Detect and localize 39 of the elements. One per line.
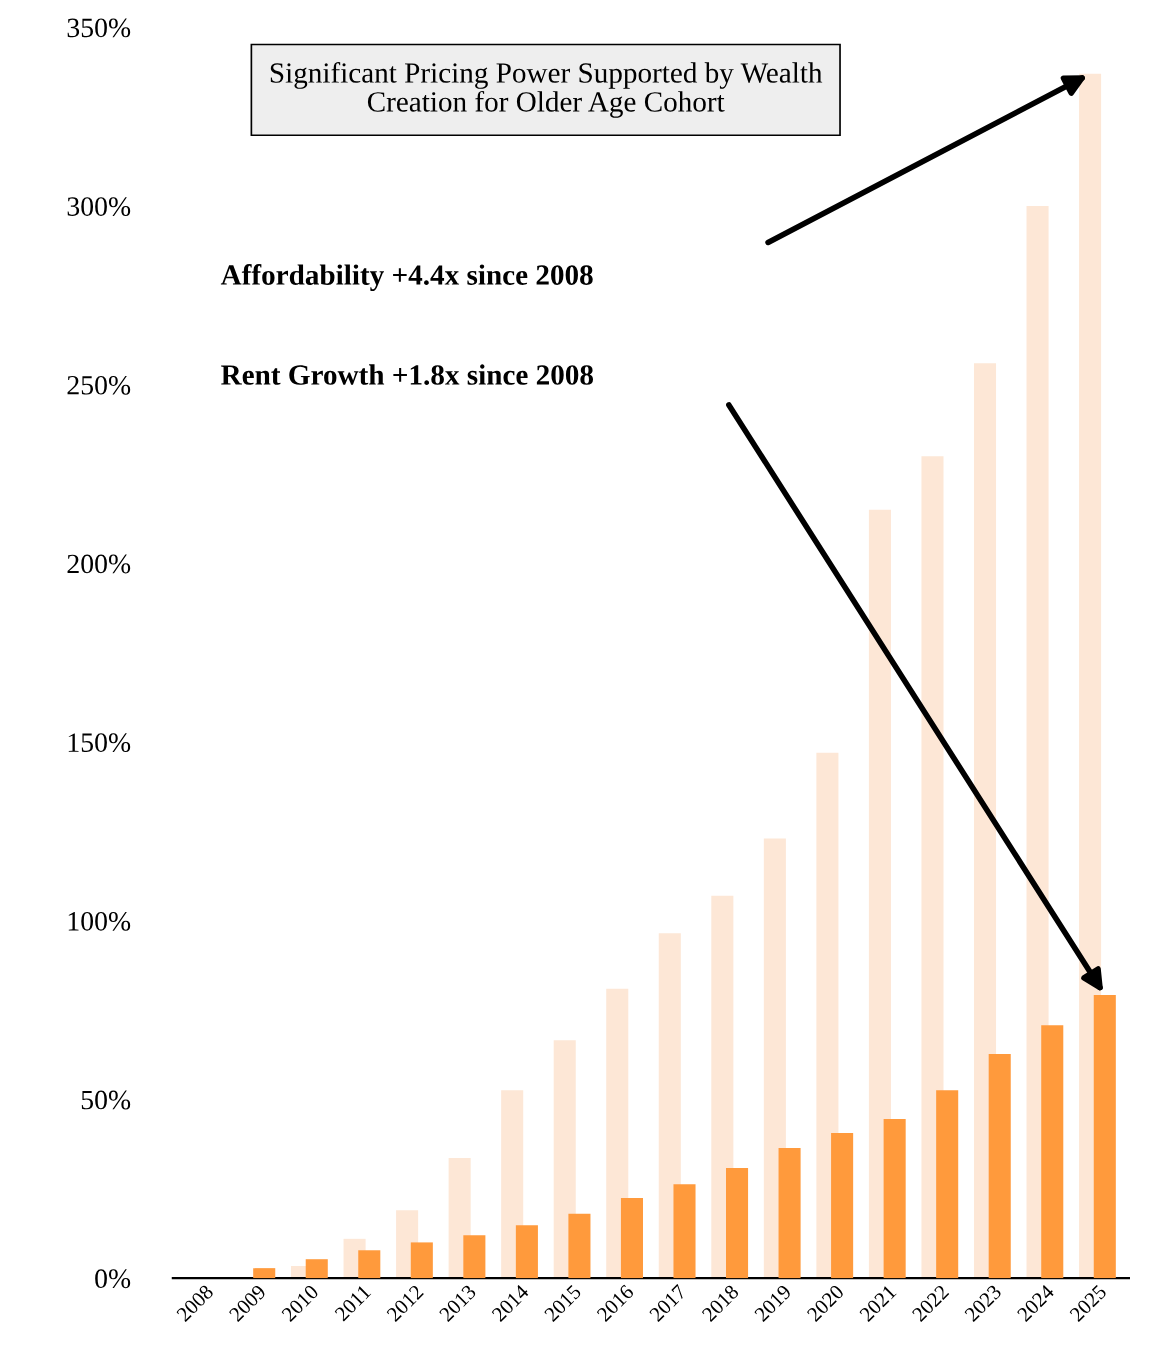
bar — [868, 509, 891, 1279]
y-tick-label: 150% — [68, 733, 131, 753]
annotation: Affordability +4.4x since 2008 — [220, 264, 593, 291]
bar — [1079, 73, 1102, 1279]
bar — [1041, 1025, 1064, 1279]
bar — [463, 1235, 486, 1279]
y-tick-label: 300% — [67, 197, 131, 217]
bar — [253, 1268, 276, 1279]
y-tick-label: 50% — [81, 1090, 131, 1110]
bar — [658, 933, 681, 1279]
bar — [568, 1213, 591, 1279]
bar — [973, 363, 997, 1279]
annotation: Rent Growth +1.8x since 2008 — [221, 364, 594, 385]
bar — [358, 1250, 381, 1279]
bar — [778, 1148, 801, 1279]
bar — [305, 1259, 328, 1279]
bar — [501, 1090, 524, 1279]
bar — [936, 1090, 959, 1279]
bar — [1093, 995, 1116, 1279]
bar — [410, 1242, 433, 1279]
y-tick-label: 0% — [95, 1269, 131, 1289]
bar — [515, 1225, 538, 1279]
bar — [606, 988, 629, 1279]
bar — [921, 456, 944, 1279]
bar — [673, 1184, 696, 1279]
y-tick-label: 100% — [68, 911, 131, 931]
bar — [763, 838, 786, 1279]
bar — [831, 1133, 854, 1279]
bar — [726, 1168, 749, 1279]
bar — [883, 1119, 906, 1279]
y-tick-label: 200% — [67, 554, 131, 574]
bar — [620, 1198, 643, 1279]
y-tick-label: 350% — [67, 18, 131, 38]
bar — [1026, 206, 1049, 1279]
bar — [816, 752, 839, 1279]
bar — [553, 1040, 576, 1279]
bar — [988, 1054, 1011, 1279]
y-tick-label: 250% — [67, 375, 131, 395]
text: Significant Pricing Power Supported by Wealth Creation for Older Age Cohort — [270, 62, 823, 118]
